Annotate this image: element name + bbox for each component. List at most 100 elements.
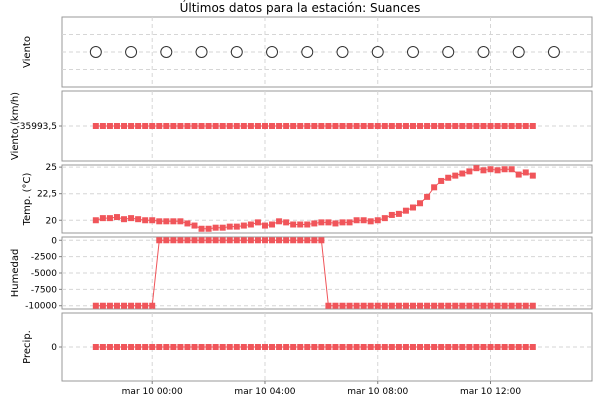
data-point [318, 219, 325, 226]
data-point [226, 223, 233, 230]
data-point [515, 123, 522, 129]
data-point [480, 167, 487, 174]
data-point [128, 302, 135, 309]
data-point [191, 237, 198, 244]
data-point [332, 344, 339, 350]
data-point [494, 344, 501, 350]
data-point [466, 123, 473, 129]
data-point [142, 344, 149, 350]
data-point [367, 344, 374, 350]
data-point [325, 344, 332, 350]
data-point [318, 123, 325, 129]
data-point [205, 225, 212, 232]
data-point [240, 237, 247, 244]
data-point [240, 222, 247, 229]
data-point [371, 46, 384, 58]
data-point [417, 344, 424, 350]
data-point [163, 218, 170, 225]
data-point [297, 123, 304, 129]
chart-title: Últimos datos para la estación: Suances [180, 0, 421, 15]
data-point [374, 344, 381, 350]
data-point [522, 302, 529, 309]
data-point [269, 123, 276, 129]
data-point [276, 237, 283, 244]
data-point [92, 217, 99, 224]
y-axis-label: Temp. (°C) [22, 173, 33, 227]
data-point [515, 302, 522, 309]
data-point [195, 46, 208, 58]
data-point [128, 215, 135, 222]
data-point [269, 237, 276, 244]
data-point [501, 166, 508, 173]
data-point [156, 237, 163, 244]
data-point [135, 123, 142, 129]
data-point [142, 217, 149, 224]
data-point [226, 123, 233, 129]
data-point [163, 123, 170, 129]
data-point [297, 344, 304, 350]
data-point [304, 237, 311, 244]
data-point [409, 344, 416, 350]
y-tick-label: -35993,5 [17, 122, 57, 132]
data-point [170, 344, 177, 350]
data-point [360, 344, 367, 350]
data-point [177, 123, 184, 129]
y-axis-label: Viento [22, 36, 33, 68]
y-tick-label: 20 [46, 216, 58, 226]
data-point [142, 302, 149, 309]
data-point [529, 172, 536, 179]
data-point [473, 123, 480, 129]
data-point [177, 344, 184, 350]
data-point [325, 219, 332, 226]
data-point [121, 123, 128, 129]
data-point [128, 344, 135, 350]
data-point [515, 171, 522, 178]
data-point [170, 123, 177, 129]
data-point [367, 302, 374, 309]
data-point [163, 237, 170, 244]
data-point [346, 344, 353, 350]
data-point [290, 237, 297, 244]
data-point [487, 123, 494, 129]
data-point [99, 302, 106, 309]
data-point [424, 302, 431, 309]
data-point [149, 344, 156, 350]
data-point [99, 123, 106, 129]
data-point [198, 237, 205, 244]
data-point [466, 168, 473, 175]
data-point [198, 123, 205, 129]
data-point [318, 344, 325, 350]
data-point [480, 344, 487, 350]
panel-4: 0 -2500 -5000 -7500 -10000 Humedad [10, 236, 593, 312]
data-point [283, 219, 290, 226]
data-point [388, 211, 395, 218]
data-point [445, 344, 452, 350]
data-point [135, 216, 142, 223]
data-point [374, 217, 381, 224]
panel-3: 20 22,5 25 Temp. (°C) [22, 163, 593, 234]
data-point [466, 344, 473, 350]
data-point [452, 302, 459, 309]
data-point [452, 172, 459, 179]
data-point [276, 344, 283, 350]
data-point [417, 200, 424, 207]
data-point [191, 222, 198, 229]
data-point [212, 237, 219, 244]
data-point [459, 170, 466, 177]
data-point [261, 123, 268, 129]
data-point [212, 224, 219, 231]
data-point [501, 123, 508, 129]
x-axis: mar 10 00:00 mar 10 04:00 mar 10 08:00 mar … [122, 381, 521, 397]
data-point [522, 123, 529, 129]
data-point [409, 204, 416, 211]
data-point [254, 123, 261, 129]
data-point [381, 123, 388, 129]
data-point [219, 224, 226, 231]
data-point [156, 218, 163, 225]
data-point [480, 302, 487, 309]
data-point [121, 302, 128, 309]
data-point [360, 302, 367, 309]
data-point [402, 207, 409, 214]
data-point [205, 123, 212, 129]
data-point [424, 344, 431, 350]
